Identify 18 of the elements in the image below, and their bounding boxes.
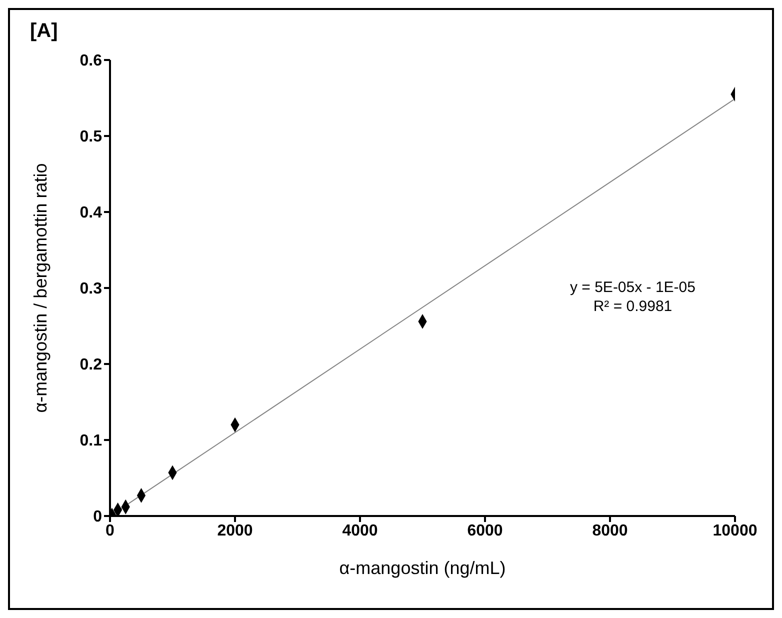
x-axis-title: α-mangostin (ng/mL) (339, 558, 506, 578)
annotation: R² = 0.9981 (592, 297, 674, 316)
x-tick-label: 4000 (342, 522, 378, 540)
y-tick-label: 0 (93, 508, 102, 526)
y-tick-label: 0.4 (80, 204, 102, 222)
y-tick-label: 0.3 (80, 280, 102, 298)
chart-title: [A] (30, 20, 58, 43)
y-tick-label: 0.6 (80, 52, 102, 70)
y-tick-label: 0.2 (80, 356, 102, 374)
x-tick-label: 10000 (712, 522, 758, 540)
x-tick-label: 8000 (592, 522, 628, 540)
annotation: y = 5E-05x - 1E-05 (570, 278, 696, 297)
y-tick-label: 0.5 (80, 128, 102, 146)
y-axis-title: α-mangostin / bergamottin ratio (30, 163, 50, 413)
x-tick-label: 2000 (217, 522, 253, 540)
x-tick-label: 6000 (467, 522, 503, 540)
x-tick-label: 0 (106, 522, 115, 540)
y-tick-label: 0.1 (80, 432, 102, 450)
